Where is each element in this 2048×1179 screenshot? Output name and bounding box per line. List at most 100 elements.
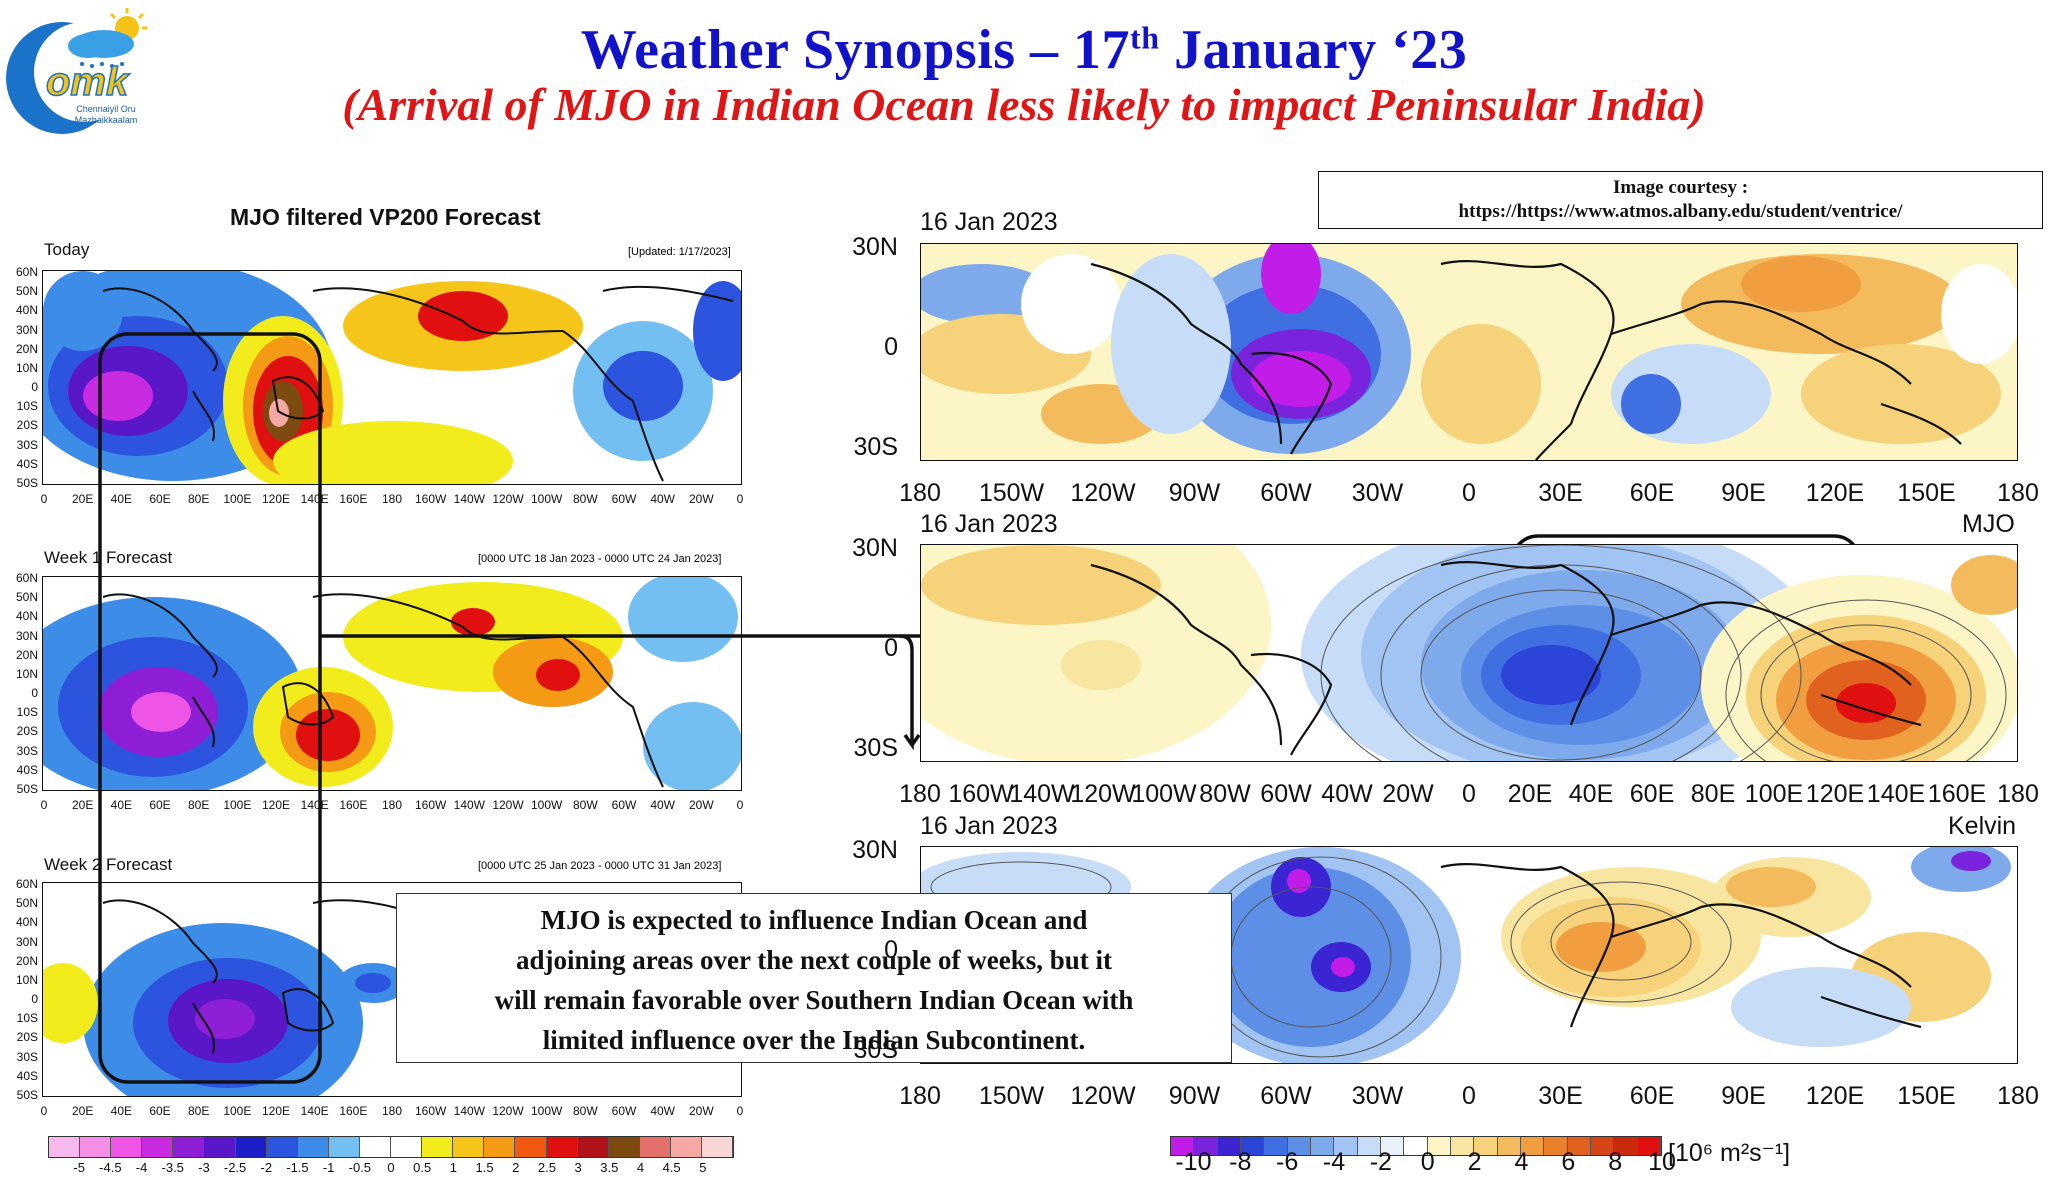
left-lon-tick: 140E [300, 492, 329, 506]
left-colorbar-label: -2 [260, 1160, 273, 1175]
left-lat-tick: 50N [15, 896, 38, 911]
left-lon-tick: 100E [223, 1104, 252, 1118]
right-colorbar-label: -8 [1229, 1148, 1252, 1176]
left-lat-tick: 40S [16, 1068, 38, 1083]
colorbar-swatch [1497, 1137, 1521, 1155]
colorbar-swatch [608, 1137, 640, 1157]
logo-graphic [6, 8, 147, 134]
colorbar-swatch [1194, 1137, 1218, 1155]
left-lon-tick: 160E [339, 798, 368, 812]
left-lat-tick: 0 [31, 380, 38, 395]
left-lon-tick: 160W [414, 798, 447, 812]
right-lon-tick: 90E [1721, 1082, 1766, 1110]
left-lon-tick: 160W [414, 1104, 447, 1118]
left-colorbar-label: 1.5 [475, 1160, 494, 1175]
left-lon-tick: 180 [381, 798, 403, 812]
left-lon-tick: 120W [492, 798, 524, 812]
right-lat-tick: 30S [853, 734, 898, 762]
left-lat-tick: 20S [16, 1030, 38, 1045]
colorbar-swatch [111, 1137, 143, 1157]
left-panel-3-info: [0000 UTC 25 Jan 2023 - 0000 UTC 31 Jan … [478, 860, 722, 872]
right-lon-tick: 30E [1538, 479, 1583, 507]
colorbar-swatch [1427, 1137, 1451, 1155]
right-lon-tick: 0 [1462, 479, 1476, 507]
right-lat-tick: 30S [853, 433, 898, 461]
right-lon-tick: 120W [1070, 1082, 1136, 1110]
left-lon-tick: 120E [261, 492, 291, 506]
right-lon-tick: 180 [1997, 780, 2039, 808]
right-lon-tick: 120W [1070, 479, 1136, 507]
right-lon-tick: 140E [1866, 780, 1926, 808]
left-lat-tick: 10S [16, 1011, 38, 1026]
right-colorbar-label: -10 [1175, 1148, 1212, 1176]
left-lon-tick: 120E [261, 798, 291, 812]
left-lat-tick: 50S [16, 1088, 38, 1102]
left-lon-tick: 180 [381, 1104, 403, 1118]
left-lat-tick: 40N [15, 303, 38, 318]
right-lon-tick: 60W [1260, 780, 1312, 808]
right-lon-tick: 160W [948, 780, 1014, 808]
left-colorbar-label: -5 [73, 1160, 85, 1175]
left-lat-tick: 50N [15, 590, 38, 605]
left-colorbar-label: -2.5 [223, 1160, 247, 1175]
colorbar-swatch [204, 1137, 236, 1157]
left-lon-tick: 60E [149, 798, 171, 812]
left-lon-tick: 80W [572, 798, 598, 812]
colorbar-swatch [701, 1137, 734, 1157]
left-lon-tick: 40W [650, 492, 675, 506]
left-colorbar-label: 0 [387, 1160, 395, 1175]
right-lon-tick: 60E [1629, 780, 1675, 808]
left-map-today [42, 270, 742, 485]
right-lat-tick: 30N [852, 233, 898, 261]
colorbar-swatch [1637, 1137, 1661, 1155]
right-lon-tick: 150W [978, 1082, 1045, 1110]
right-colorbar-label: -2 [1369, 1148, 1392, 1176]
left-colorbar-label: -1.5 [286, 1160, 309, 1175]
left-lon-tick: 0 [40, 492, 48, 506]
left-lat-tick: 20N [15, 647, 38, 662]
colorbar-swatch [670, 1137, 702, 1157]
colorbar-swatch [453, 1137, 485, 1157]
right-panel-3-label: Kelvin [1948, 812, 2017, 840]
right-colorbar [1170, 1136, 1662, 1156]
colorbar-swatch [546, 1137, 578, 1157]
left-lon-tick: 140E [300, 798, 329, 812]
left-highlight-box [98, 332, 322, 1084]
left-lon-tick: 0 [40, 1104, 48, 1118]
colorbar-swatch [49, 1137, 81, 1157]
colorbar-swatch [1310, 1137, 1335, 1155]
left-lat-tick: 30S [16, 437, 38, 452]
right-lon-tick: 120E [1805, 780, 1865, 808]
left-colorbar-label: 3.5 [600, 1160, 619, 1175]
left-lat-tick: 60N [15, 877, 38, 891]
courtesy-label: Image courtesy : [1612, 177, 1749, 198]
right-lon-tick: 40E [1568, 780, 1614, 808]
right-lon-tick: 120W [1070, 780, 1136, 808]
left-lon-tick: 0 [736, 798, 744, 812]
right-lon-tick: 100E [1744, 780, 1804, 808]
left-lon-tick: 20E [71, 798, 94, 812]
left-lon-tick: 80W [572, 492, 598, 506]
right-lon-tick: 90E [1721, 479, 1766, 507]
left-lon-tick: 80W [572, 1104, 598, 1118]
right-lon-tick: 180 [899, 479, 941, 507]
left-lon-tick: 0 [40, 798, 48, 812]
logo: omk Chennaiyil Oru Mazhaikkaalam [4, 6, 154, 144]
colorbar-swatch [173, 1137, 205, 1157]
colorbar-swatch [1520, 1137, 1545, 1155]
left-lon-tick: 40E [110, 798, 133, 812]
left-panel-1-label: Today [44, 240, 90, 259]
left-lon-tick: 100W [530, 492, 563, 506]
left-lat-tick: 20S [16, 418, 38, 433]
colorbar-swatch [1614, 1137, 1638, 1155]
left-lon-tick: 140W [453, 1104, 486, 1118]
right-map-total [920, 243, 2018, 461]
left-lon-tick: 60W [611, 1104, 637, 1118]
connector-arrow [899, 634, 921, 751]
right-colorbar-label: 2 [1467, 1148, 1482, 1176]
left-colorbar-label: 3 [574, 1160, 582, 1175]
left-lat-tick: 50N [15, 284, 38, 299]
left-lon-tick: 100W [530, 1104, 563, 1118]
left-lat-tick: 20S [16, 724, 38, 739]
colorbar-swatch [266, 1137, 298, 1157]
